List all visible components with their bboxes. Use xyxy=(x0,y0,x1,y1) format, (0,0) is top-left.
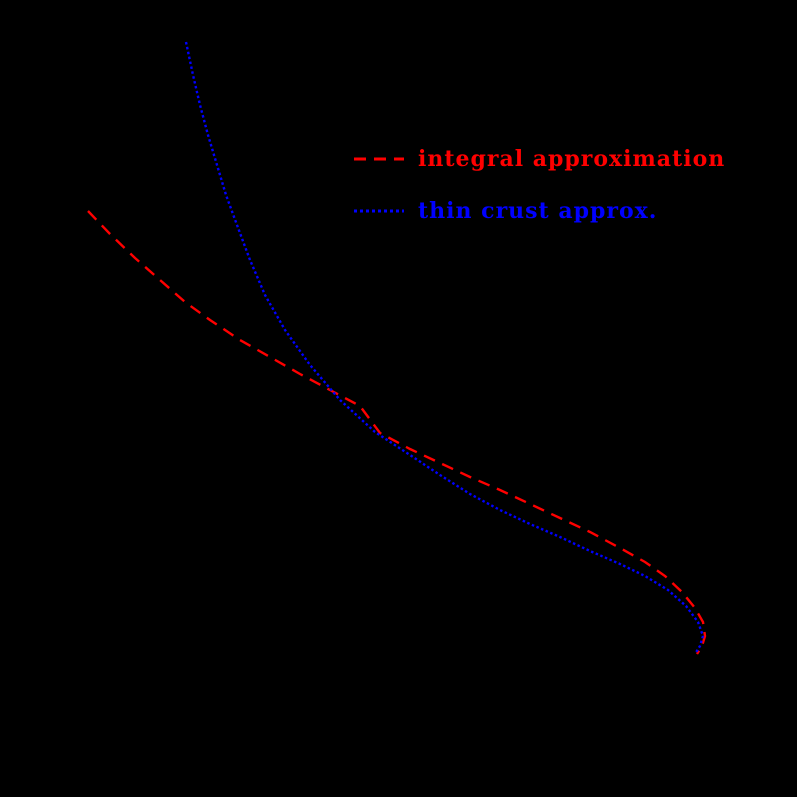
legend-item-integral-approximation: integral approximation xyxy=(352,144,732,196)
legend-item-thin-crust-approx: thin crust approx. xyxy=(352,196,732,248)
dotted-line-swatch-icon xyxy=(354,209,404,213)
dashed-line-swatch-icon xyxy=(354,157,404,161)
legend: integral approximation thin crust approx… xyxy=(352,144,732,248)
series-integral-approximation-line xyxy=(87,210,707,655)
legend-label: thin crust approx. xyxy=(418,198,658,224)
series-thin-crust-line xyxy=(184,41,705,655)
legend-label: integral approximation xyxy=(418,146,726,172)
